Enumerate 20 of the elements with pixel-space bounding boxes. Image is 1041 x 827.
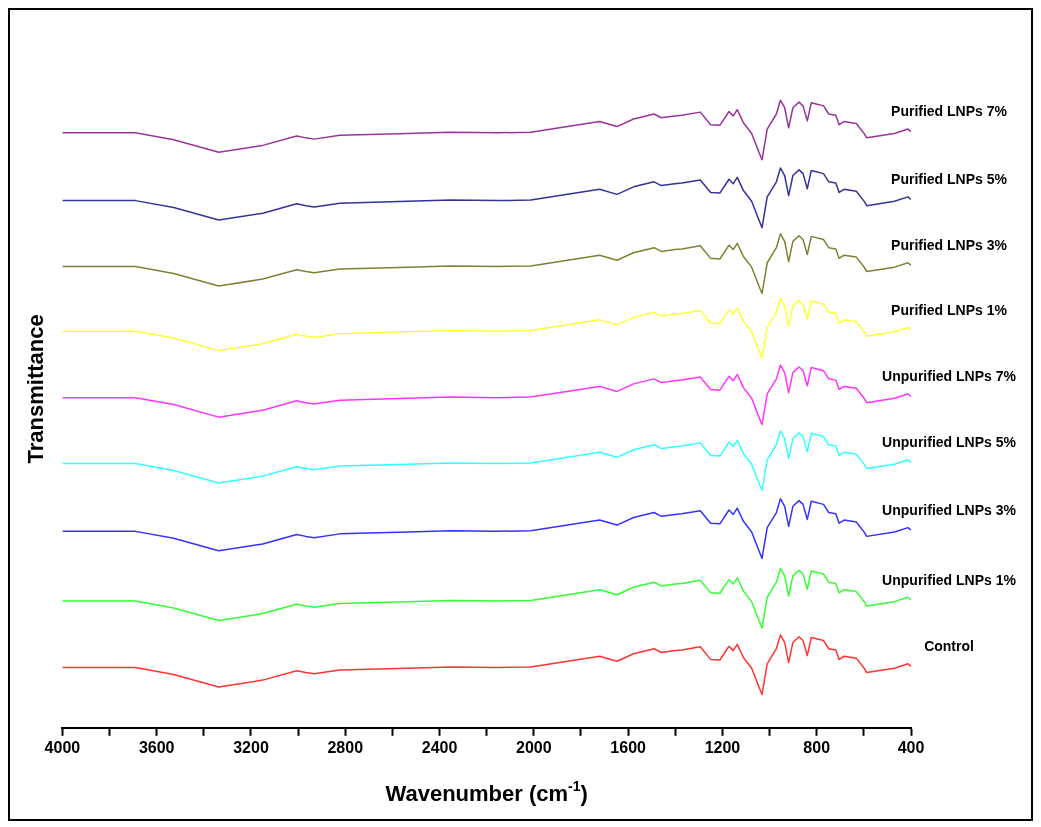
- x-tick-label: 2000: [516, 738, 552, 756]
- x-tick-label: 3200: [233, 738, 269, 756]
- y-axis-title: Transmittance: [23, 314, 49, 464]
- x-tick-label: 2400: [421, 738, 458, 756]
- series-label: Control: [924, 638, 974, 655]
- x-tick-label: 1200: [704, 738, 741, 756]
- series-label: Unpurified LNPs 3%: [882, 501, 1017, 518]
- series-label: Purified LNPs 1%: [891, 301, 1008, 318]
- x-tick-label: 4000: [44, 738, 81, 756]
- series-label: Unpurified LNPs 7%: [882, 368, 1017, 385]
- series-label: Purified LNPs 5%: [891, 171, 1008, 188]
- series-label: Purified LNPs 3%: [891, 237, 1008, 254]
- x-tick-label: 2800: [327, 738, 364, 756]
- x-tick-label: 3600: [138, 738, 175, 756]
- x-tick-label: 400: [897, 738, 925, 756]
- x-tick-label: 1600: [610, 738, 647, 756]
- series-label: Unpurified LNPs 5%: [882, 434, 1017, 451]
- series-label: Unpurified LNPs 1%: [882, 571, 1017, 588]
- series-label: Purified LNPs 7%: [891, 103, 1008, 120]
- x-tick-label: 800: [803, 738, 831, 756]
